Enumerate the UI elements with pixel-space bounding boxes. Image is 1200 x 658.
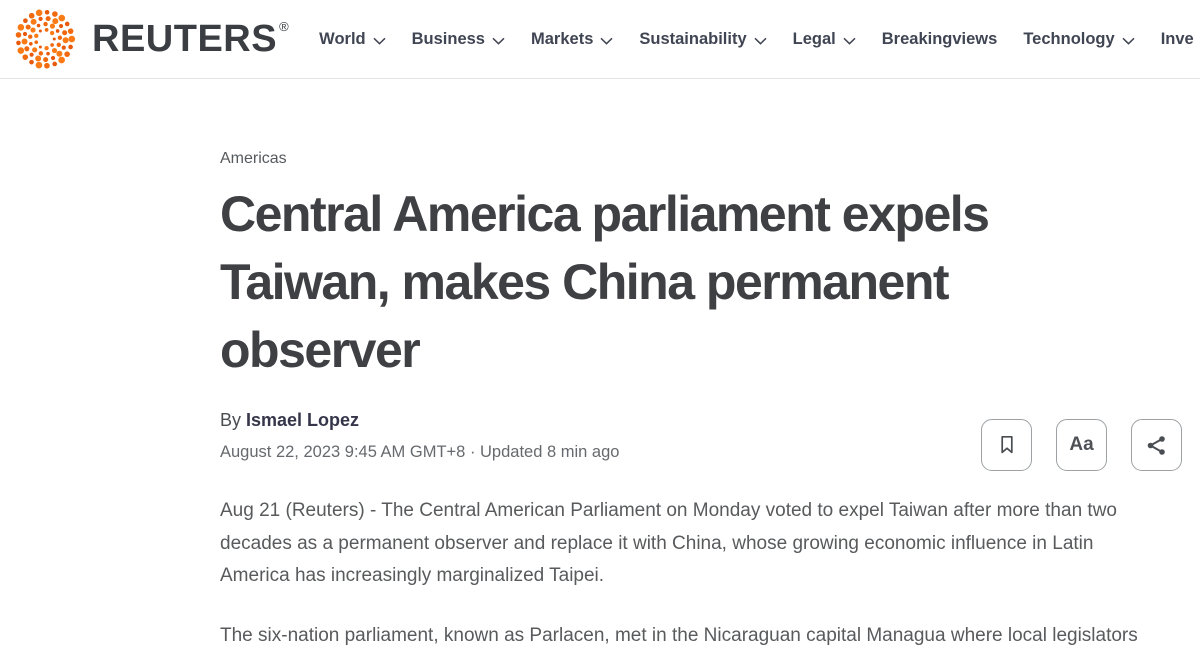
author-link[interactable]: Ismael Lopez: [246, 410, 360, 430]
nav-item-breakingviews[interactable]: Breakingviews: [881, 29, 998, 48]
chevron-down-icon: [1122, 37, 1135, 45]
share-button[interactable]: [1131, 419, 1182, 471]
article-page: Americas Central America parliament expe…: [0, 79, 1200, 658]
article-toolbar: Aa: [981, 419, 1182, 471]
chevron-down-icon: [754, 37, 767, 45]
chevron-down-icon: [600, 37, 613, 45]
reuters-logo[interactable]: REUTERS ®: [12, 6, 290, 72]
chevron-down-icon: [843, 37, 856, 45]
byline: By Ismael Lopez: [220, 410, 360, 430]
reuters-globe-icon: [15, 9, 76, 69]
share-icon: [1147, 435, 1165, 455]
article-headline: Central America parliament expels Taiwan…: [220, 186, 990, 378]
bookmark-icon: [1000, 435, 1013, 454]
text-size-button[interactable]: Aa: [1056, 419, 1107, 471]
nav-item-legal[interactable]: Legal: [793, 30, 856, 49]
brand-wordmark: REUTERS ®: [92, 17, 290, 60]
byline-block: By Ismael Lopez August 22, 2023 9:45 AM …: [220, 410, 619, 462]
dateline: August 22, 2023 9:45 AM GMT+8 · Updated …: [220, 443, 620, 461]
article-paragraph: The six-nation parliament, known as Parl…: [220, 624, 1138, 658]
section-kicker[interactable]: Americas: [220, 150, 287, 167]
bookmark-button[interactable]: [981, 419, 1032, 471]
nav-item-markets[interactable]: Markets: [531, 30, 613, 49]
nav-item-investigations[interactable]: Inve: [1160, 29, 1194, 48]
chevron-down-icon: [492, 37, 505, 45]
nav-item-technology[interactable]: Technology: [1023, 30, 1135, 49]
top-navigation-bar: REUTERS ® World Business Markets Sustaina…: [0, 0, 1200, 79]
article-paragraph: Aug 21 (Reuters) - The Central American …: [220, 500, 1117, 586]
article-meta-row: By Ismael Lopez August 22, 2023 9:45 AM …: [220, 410, 1182, 471]
registered-mark: ®: [279, 18, 290, 34]
article-body: Aug 21 (Reuters) - The Central American …: [220, 495, 1160, 658]
text-size-label: Aa: [1069, 434, 1094, 455]
nav-item-business[interactable]: Business: [412, 30, 505, 49]
main-nav: World Business Markets Sustainability Le…: [319, 30, 1194, 49]
nav-item-world[interactable]: World: [319, 30, 386, 49]
chevron-down-icon: [373, 37, 386, 45]
nav-item-sustainability[interactable]: Sustainability: [639, 30, 767, 49]
